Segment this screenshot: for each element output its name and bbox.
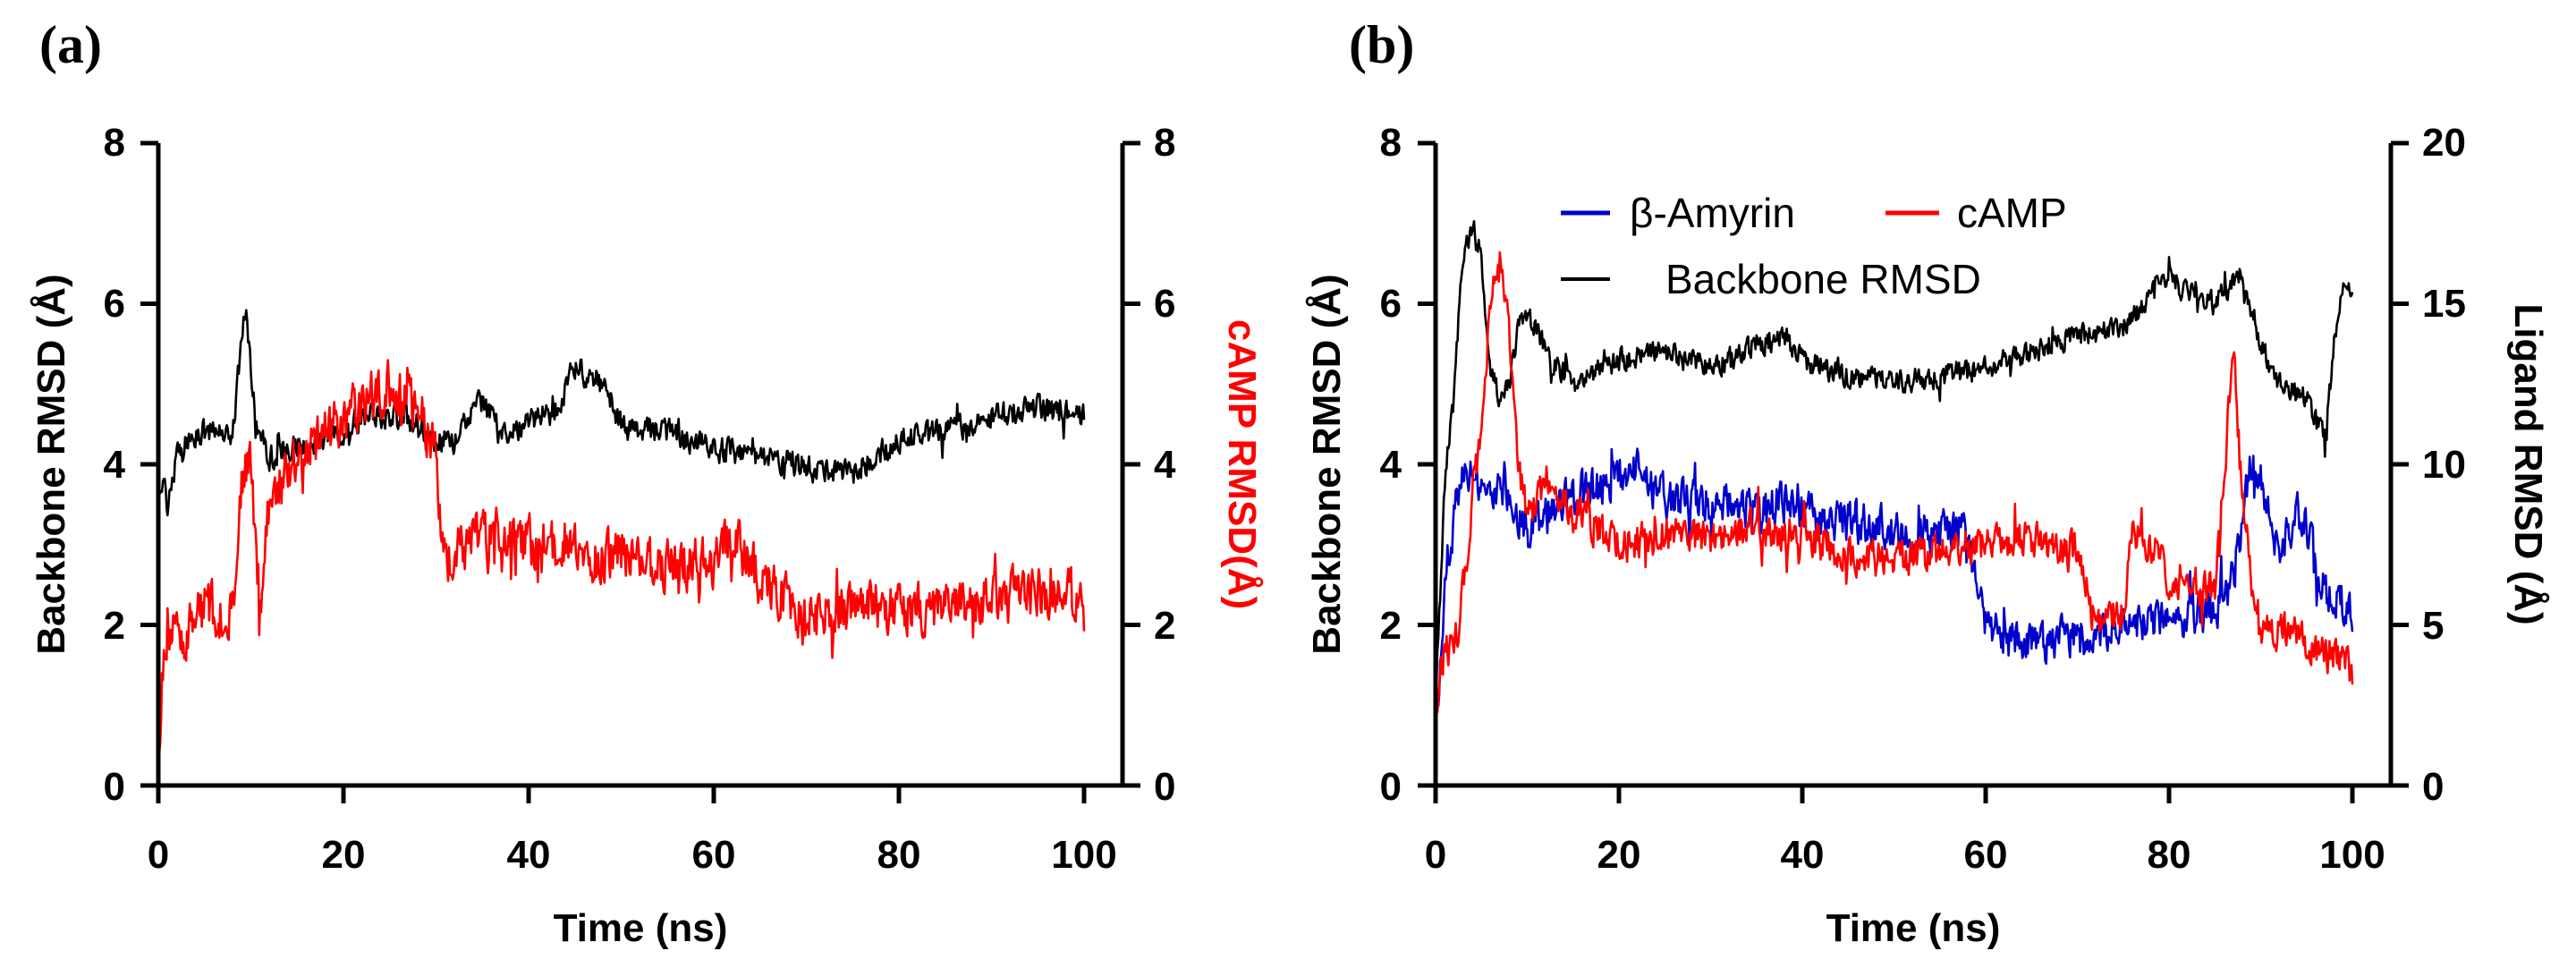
panel-a-ylabel-right: cAMP RMSD(Å): [1220, 319, 1264, 609]
panel-a-ytick-right-2: 4: [1154, 443, 1176, 487]
panel-b-xtick-4: 80: [2148, 833, 2191, 877]
panel-a-ytick-left-2: 4: [104, 443, 126, 487]
panel-b-ytick-right-4: 20: [2422, 121, 2466, 165]
panel-a: (a) 0 20 40 60 80 100 0 2 4 6 8 0 2 4 6 …: [30, 15, 1264, 950]
panel-a-plot-area: [157, 309, 1086, 756]
panel-a-ylabel-left: Backbone RMSD (Å): [30, 274, 73, 654]
panel-b-ytick-left-0: 0: [1380, 765, 1402, 809]
panel-a-xtick-4: 80: [877, 833, 921, 877]
panel-b-series-camp: [1434, 250, 2354, 721]
panel-b-ytick-right-0: 0: [2422, 765, 2444, 809]
panel-b-plot-area: [1434, 220, 2354, 739]
panel-a-xtick-3: 60: [692, 833, 736, 877]
panel-b-ytick-left-1: 2: [1380, 604, 1402, 648]
panel-b-ylabel-left: Backbone RMSD (Å): [1305, 274, 1349, 654]
panel-a-ytick-right-1: 2: [1154, 604, 1175, 648]
panel-b-legend: β-Amyrin cAMP Backbone RMSD: [1561, 190, 2067, 302]
panel-b-series-backbone-rmsd: [1434, 220, 2354, 716]
legend-label-camp: cAMP: [1957, 190, 2067, 236]
panel-a-ytick-left-4: 8: [104, 121, 125, 165]
panel-b-ytick-right-2: 10: [2422, 443, 2466, 487]
panel-b-xtick-5: 100: [2319, 833, 2385, 877]
legend-label-backbone: Backbone RMSD: [1665, 256, 1981, 302]
panel-a-ytick-left-3: 6: [104, 282, 125, 326]
panel-a-xtick-5: 100: [1051, 833, 1116, 877]
panel-b-ytick-left-4: 8: [1380, 121, 1402, 165]
panel-b-xtick-3: 60: [1964, 833, 2008, 877]
panel-b-ylabel-right: Ligand RMSD (Å): [2506, 303, 2550, 624]
panel-b: (b) 0 20 40 60 80 100 0 2 4 6 8 0 5 10 1…: [1305, 15, 2550, 950]
panel-b-xtick-2: 40: [1781, 833, 1825, 877]
panel-b-ytick-right-3: 15: [2422, 282, 2466, 326]
panel-b-label: (b): [1349, 15, 1414, 74]
panel-a-ytick-right-0: 0: [1154, 765, 1175, 809]
panel-a-xlabel: Time (ns): [554, 906, 728, 950]
panel-a-series-backbone-rmsd: [157, 309, 1086, 517]
panel-a-xtick-0: 0: [148, 833, 169, 877]
panel-a-ytick-right-3: 6: [1154, 282, 1175, 326]
panel-b-xtick-0: 0: [1425, 833, 1446, 877]
panel-a-ytick-left-1: 2: [104, 604, 125, 648]
panel-b-xlabel: Time (ns): [1826, 906, 2001, 950]
panel-b-ytick-left-2: 4: [1380, 443, 1402, 487]
panel-a-xtick-1: 20: [322, 833, 366, 877]
legend-label-amyrin: β-Amyrin: [1630, 190, 1795, 236]
panel-a-series-camp: [157, 359, 1086, 756]
panel-b-ytick-right-1: 5: [2422, 604, 2444, 648]
panel-b-ticks: [1418, 140, 2409, 803]
panel-a-xtick-2: 40: [507, 833, 551, 877]
panel-a-ytick-left-0: 0: [104, 765, 125, 809]
panel-a-ytick-right-4: 8: [1154, 121, 1175, 165]
panel-a-ticks: [140, 140, 1140, 803]
panel-b-ytick-left-3: 6: [1380, 282, 1402, 326]
panel-b-xtick-1: 20: [1597, 833, 1641, 877]
panel-a-label: (a): [39, 15, 102, 74]
